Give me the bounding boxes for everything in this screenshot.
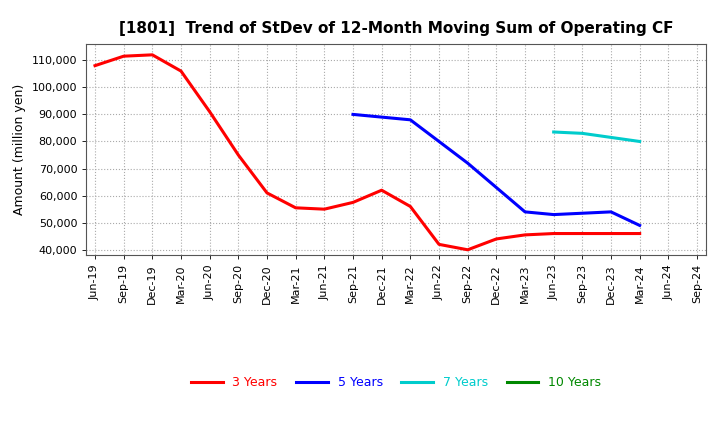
Title: [1801]  Trend of StDev of 12-Month Moving Sum of Operating CF: [1801] Trend of StDev of 12-Month Moving… xyxy=(119,21,673,36)
Y-axis label: Amount (million yen): Amount (million yen) xyxy=(13,84,27,215)
Legend: 3 Years, 5 Years, 7 Years, 10 Years: 3 Years, 5 Years, 7 Years, 10 Years xyxy=(186,371,606,394)
